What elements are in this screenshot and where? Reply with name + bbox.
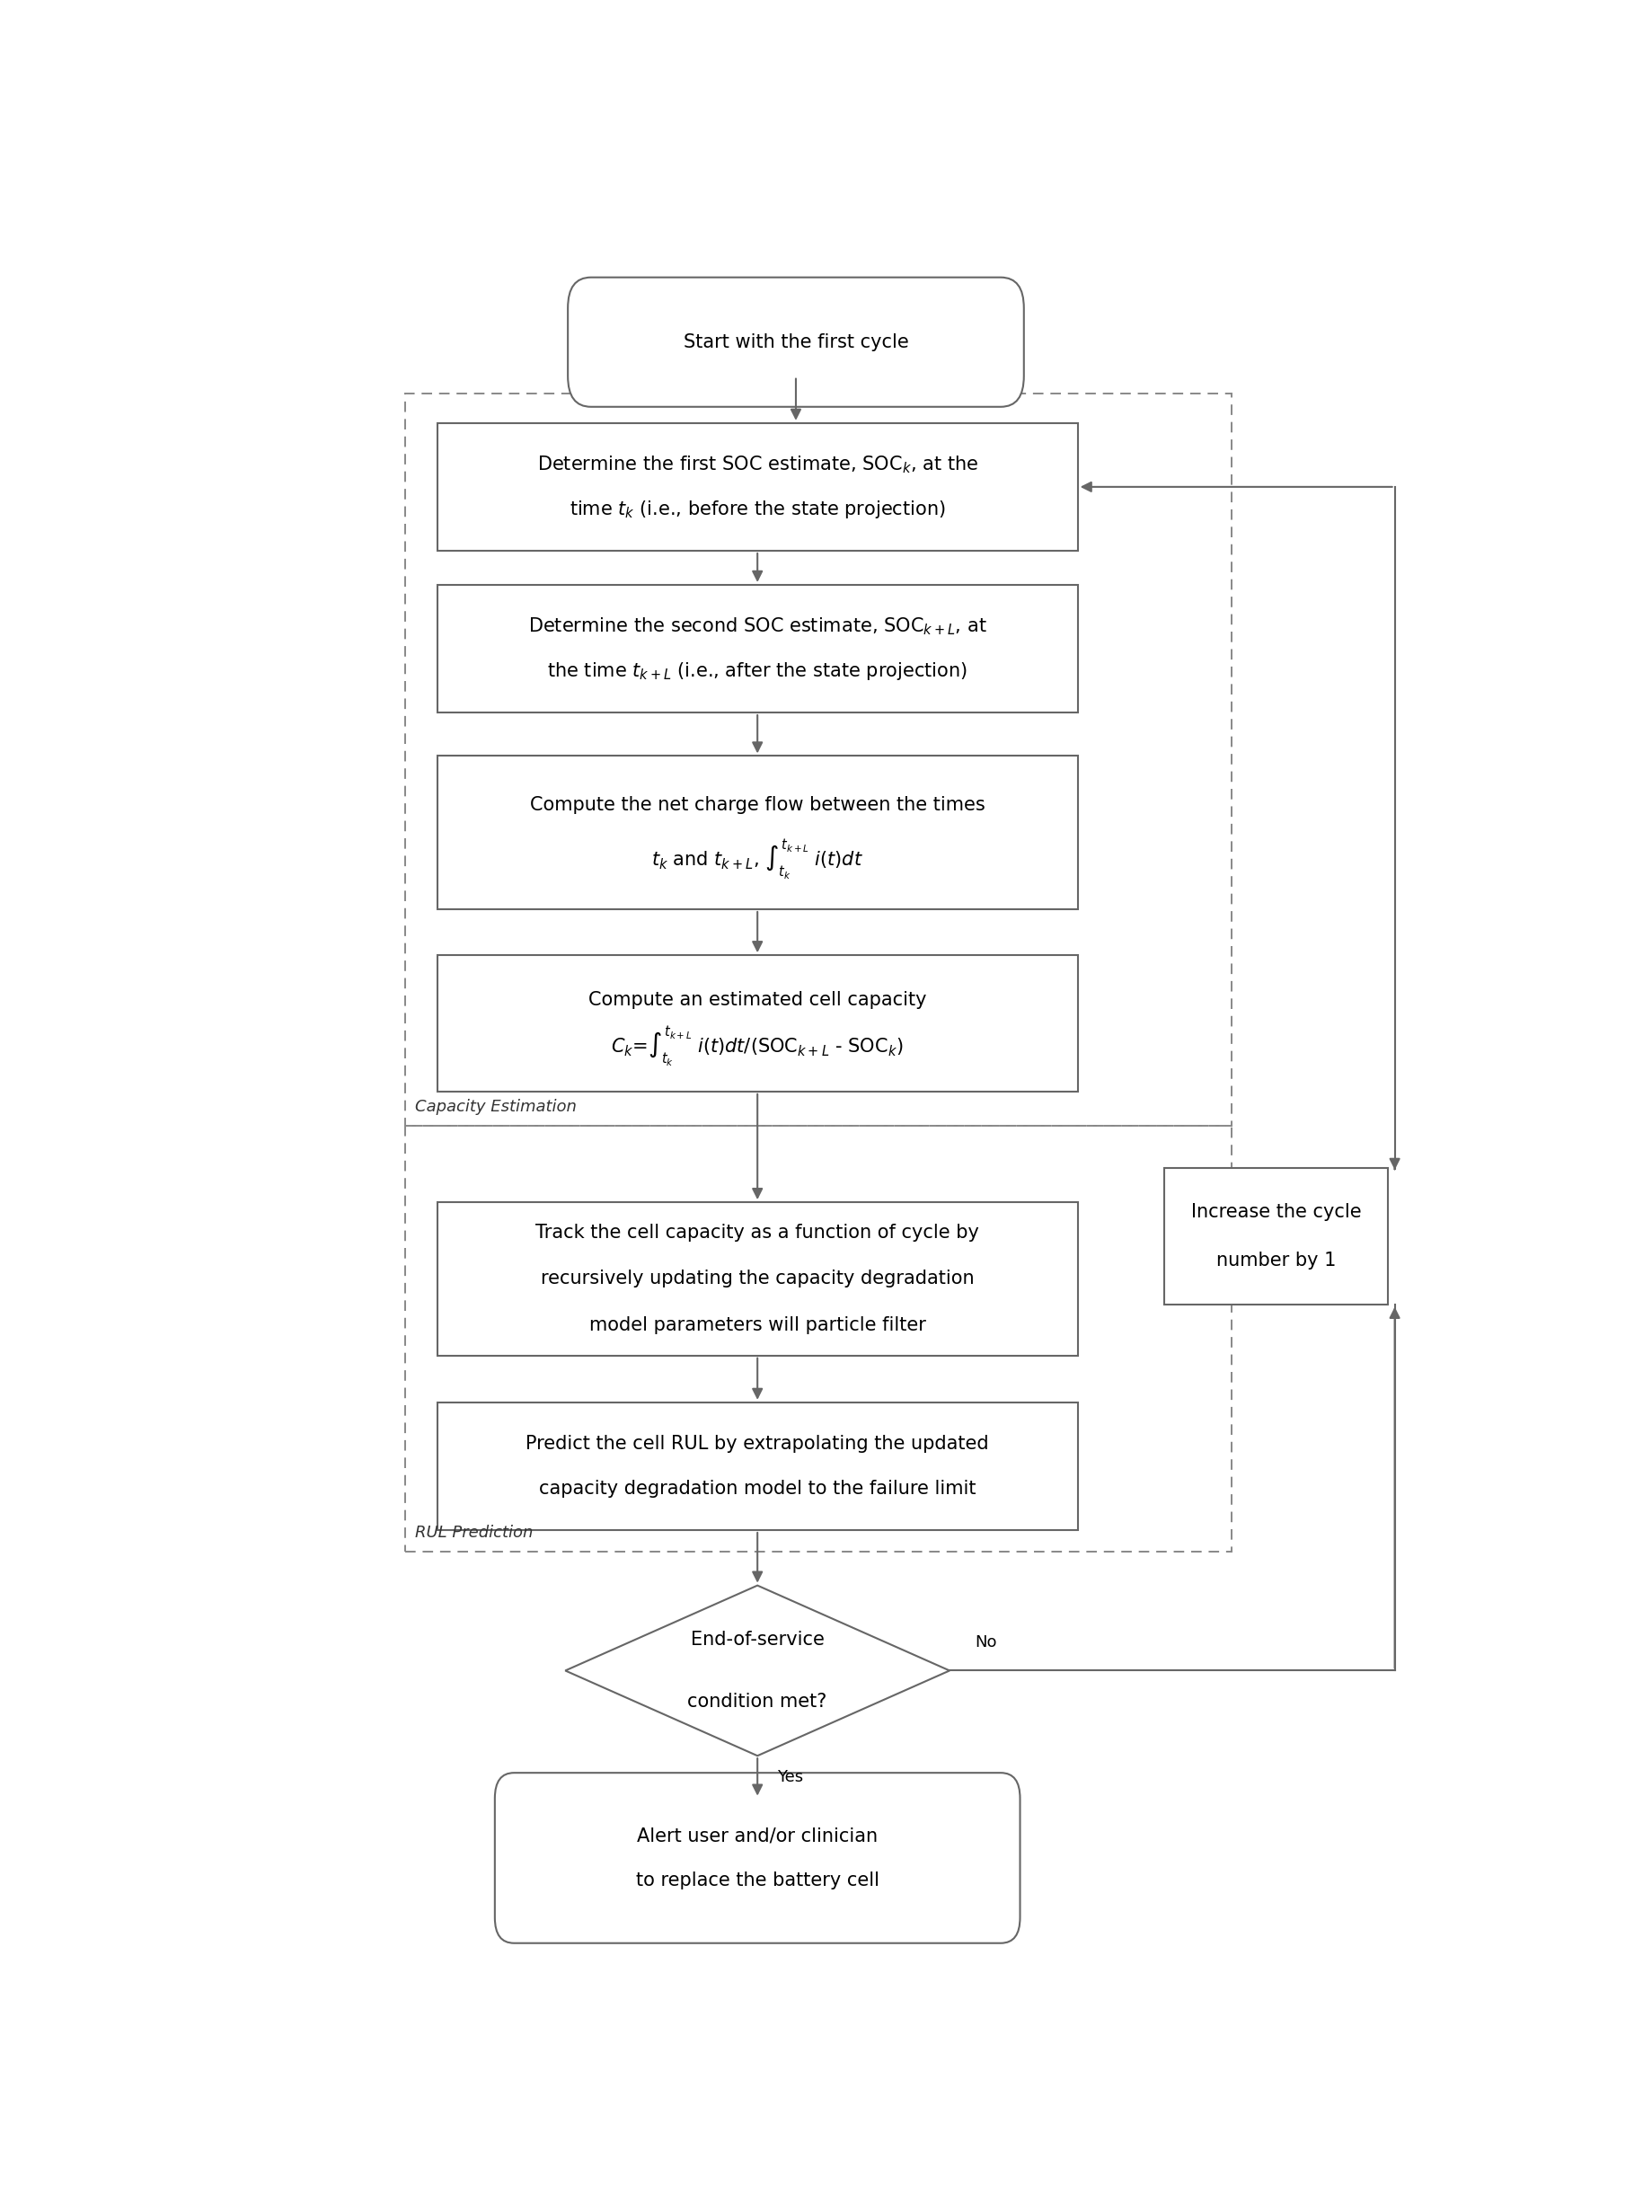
Text: $C_k$=$\int_{t_k}^{t_{k+L}}$ $i(t)dt$/(SOC$_{k+L}$ - SOC$_k$): $C_k$=$\int_{t_k}^{t_{k+L}}$ $i(t)dt$/(S… (611, 1024, 904, 1068)
Text: No: No (975, 1635, 996, 1650)
Text: Determine the first SOC estimate, SOC$_k$, at the: Determine the first SOC estimate, SOC$_k… (537, 453, 978, 476)
Bar (436, 1402, 1077, 1531)
Text: $t_k$ and $t_{k+L}$, $\int_{t_k}^{t_{k+L}}$ $i(t)dt$: $t_k$ and $t_{k+L}$, $\int_{t_k}^{t_{k+L… (651, 838, 862, 883)
Text: to replace the battery cell: to replace the battery cell (636, 1871, 879, 1889)
Text: Predict the cell RUL by extrapolating the updated: Predict the cell RUL by extrapolating th… (525, 1436, 988, 1453)
Text: Determine the second SOC estimate, SOC$_{k+L}$, at: Determine the second SOC estimate, SOC$_… (527, 615, 986, 637)
Text: condition met?: condition met? (687, 1692, 826, 1710)
Text: Compute the net charge flow between the times: Compute the net charge flow between the … (530, 796, 985, 814)
Text: Increase the cycle: Increase the cycle (1191, 1203, 1361, 1221)
Bar (436, 584, 1077, 712)
Text: Start with the first cycle: Start with the first cycle (682, 334, 909, 352)
Text: Alert user and/or clinician: Alert user and/or clinician (636, 1827, 877, 1845)
Bar (405, 394, 1231, 1126)
Text: Compute an estimated cell capacity: Compute an estimated cell capacity (588, 991, 927, 1009)
Text: Capacity Estimation: Capacity Estimation (415, 1099, 577, 1115)
Text: End-of-service: End-of-service (691, 1630, 824, 1648)
Bar (436, 1201, 1077, 1356)
FancyBboxPatch shape (494, 1772, 1019, 1942)
Text: model parameters will particle filter: model parameters will particle filter (588, 1316, 925, 1334)
Text: capacity degradation model to the failure limit: capacity degradation model to the failur… (539, 1480, 975, 1498)
Text: recursively updating the capacity degradation: recursively updating the capacity degrad… (540, 1270, 973, 1287)
Text: Track the cell capacity as a function of cycle by: Track the cell capacity as a function of… (535, 1223, 978, 1241)
Bar (405, 1126, 1231, 1551)
Text: number by 1: number by 1 (1216, 1252, 1335, 1270)
Text: Yes: Yes (776, 1770, 803, 1785)
Bar (436, 757, 1077, 909)
FancyBboxPatch shape (568, 276, 1023, 407)
Text: time $t_k$ (i.e., before the state projection): time $t_k$ (i.e., before the state proje… (568, 498, 945, 520)
Polygon shape (565, 1586, 948, 1756)
Text: the time $t_{k+L}$ (i.e., after the state projection): the time $t_{k+L}$ (i.e., after the stat… (547, 659, 966, 681)
Bar (436, 956, 1077, 1091)
Text: RUL Prediction: RUL Prediction (415, 1524, 534, 1542)
Bar (1163, 1168, 1388, 1305)
Bar (436, 422, 1077, 551)
